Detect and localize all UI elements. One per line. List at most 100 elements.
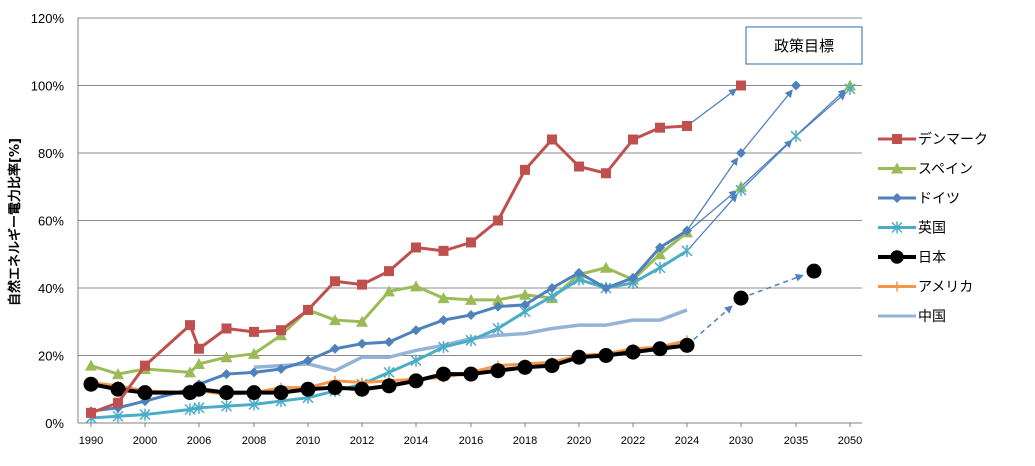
target-point [790, 130, 802, 143]
data-point [466, 237, 476, 248]
target-point [791, 80, 801, 91]
legend-item: 英国 [878, 220, 946, 237]
data-point [601, 168, 611, 179]
target-arrow [740, 139, 793, 191]
data-point [357, 338, 367, 349]
target-arrow [686, 193, 738, 252]
data-point [890, 250, 904, 264]
data-point [110, 381, 126, 397]
data-point [520, 299, 530, 310]
data-point [655, 122, 665, 133]
data-point [276, 364, 286, 374]
data-point [139, 408, 151, 421]
data-point [682, 121, 692, 131]
data-point [654, 248, 666, 260]
data-point [220, 351, 233, 363]
legend-item: アメリカ [878, 280, 973, 296]
data-point [219, 385, 234, 401]
y-tick-label: 120% [31, 11, 65, 26]
x-tick-label: 2000 [133, 435, 157, 447]
x-tick-label: 2014 [404, 435, 428, 447]
data-point [184, 366, 196, 378]
legend-item: 日本 [878, 250, 946, 266]
data-point [493, 215, 503, 226]
y-tick-label: 100% [31, 79, 65, 94]
legend-label: 中国 [918, 309, 946, 325]
data-point [437, 341, 450, 354]
data-point [113, 397, 123, 408]
policy-target-label: 政策目標 [774, 37, 834, 55]
data-point [655, 242, 665, 253]
data-point [891, 221, 903, 234]
data-point [411, 325, 421, 336]
data-point [185, 320, 195, 331]
series-line [90, 231, 688, 376]
x-tick-label: 2008 [242, 435, 266, 447]
policy-target-box: 政策目標 [745, 26, 863, 65]
data-point [191, 381, 207, 397]
target-point [806, 263, 822, 279]
data-point [357, 279, 367, 290]
data-point [221, 369, 232, 380]
data-point [248, 347, 260, 359]
data-point [140, 360, 150, 371]
data-point [436, 366, 451, 382]
data-point [735, 184, 747, 197]
data-point [384, 266, 394, 277]
data-point [654, 261, 666, 274]
x-tick-label: 2024 [675, 435, 699, 447]
data-point [601, 283, 611, 293]
data-point [574, 161, 584, 172]
data-point [184, 403, 196, 416]
data-point [791, 80, 801, 91]
data-point [493, 301, 503, 312]
data-point [466, 310, 476, 320]
data-point [733, 290, 749, 306]
data-point [194, 343, 204, 354]
data-point [354, 381, 370, 397]
data-point [408, 373, 424, 389]
data-point [410, 280, 422, 292]
x-tick-label: 2035 [784, 435, 808, 447]
legend-label: 日本 [918, 250, 946, 266]
y-tick-label: 0% [45, 416, 64, 431]
target-arrow [686, 189, 738, 233]
data-point [628, 134, 638, 145]
data-point [303, 355, 313, 366]
data-point [83, 376, 99, 392]
data-point [193, 357, 205, 369]
data-point [520, 164, 530, 175]
data-point [628, 272, 638, 283]
x-tick-label: 2020 [567, 435, 591, 447]
data-point [86, 407, 96, 418]
data-point [276, 325, 286, 336]
data-point [384, 337, 394, 347]
policy-target-arrows [686, 88, 847, 346]
x-axis-ticks: 1990 2000 2006 2008 2010 2012 2014 2016 2018 2020… [79, 423, 862, 447]
data-point [249, 326, 259, 337]
x-tick-label: 2022 [621, 435, 645, 447]
y-tick-label: 60% [38, 214, 64, 229]
y-tick-label: 80% [38, 146, 64, 161]
data-point [411, 242, 421, 253]
data-point [574, 267, 584, 278]
data-point [892, 193, 902, 203]
target-arrow [740, 273, 804, 299]
legend-label: 英国 [918, 220, 946, 237]
legend-item: デンマーク [878, 131, 988, 148]
data-point [652, 341, 668, 357]
data-point [463, 366, 479, 382]
data-point [330, 276, 340, 287]
target-arrow [686, 305, 733, 346]
legend-label: スペイン [918, 162, 973, 178]
data-point [381, 378, 397, 394]
x-tick-label: 2050 [838, 435, 862, 447]
data-point [465, 334, 477, 347]
target-point [735, 184, 747, 197]
data-point [329, 314, 341, 326]
chart-gridlines [77, 17, 862, 424]
data-point [892, 281, 902, 292]
data-point [490, 363, 506, 379]
legend-label: デンマーク [918, 131, 988, 148]
